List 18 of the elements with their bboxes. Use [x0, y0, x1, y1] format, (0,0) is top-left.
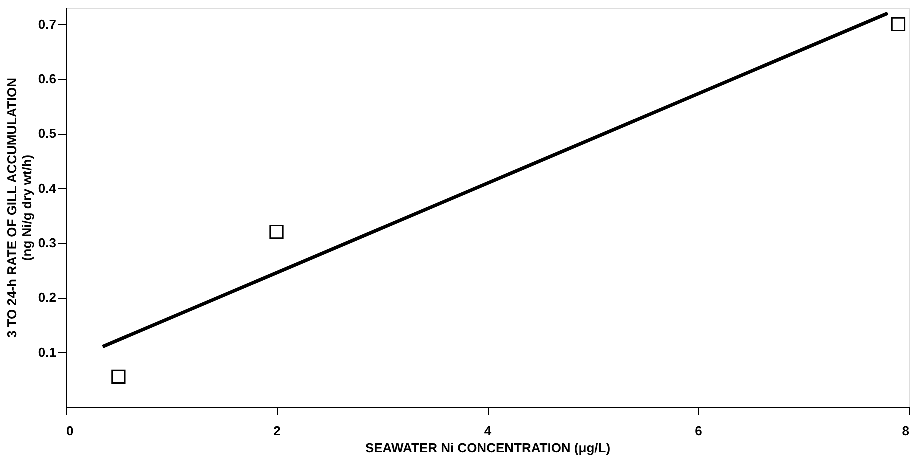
text: 3 TO 24-h RATE OF GILL ACCUMULATION	[4, 78, 20, 338]
text: (ng Ni/g dry wt/h)	[19, 154, 34, 262]
x-axis-title: SEAWATER Ni CONCENTRATION (μg/L)	[365, 440, 611, 456]
x-tick-label: 2	[274, 424, 281, 438]
x-tick-label: 4	[484, 424, 492, 438]
point	[891, 17, 906, 32]
y-tick-label: 0.2	[38, 290, 56, 306]
x-tick-label: 8	[902, 424, 910, 438]
x-tick-label: 0	[66, 424, 74, 438]
x-tick-label: 6	[695, 424, 702, 438]
y-tick-label: 0.1	[38, 344, 56, 360]
y-tick-label: 0.7	[38, 16, 56, 32]
y-tick-label: 0.5	[38, 126, 56, 142]
point	[112, 370, 126, 384]
y-tick-label: 0.6	[38, 72, 56, 87]
y-tick-label: 0.4	[38, 180, 58, 196]
point	[270, 225, 284, 240]
y-tick-label: 0.3	[38, 236, 56, 251]
